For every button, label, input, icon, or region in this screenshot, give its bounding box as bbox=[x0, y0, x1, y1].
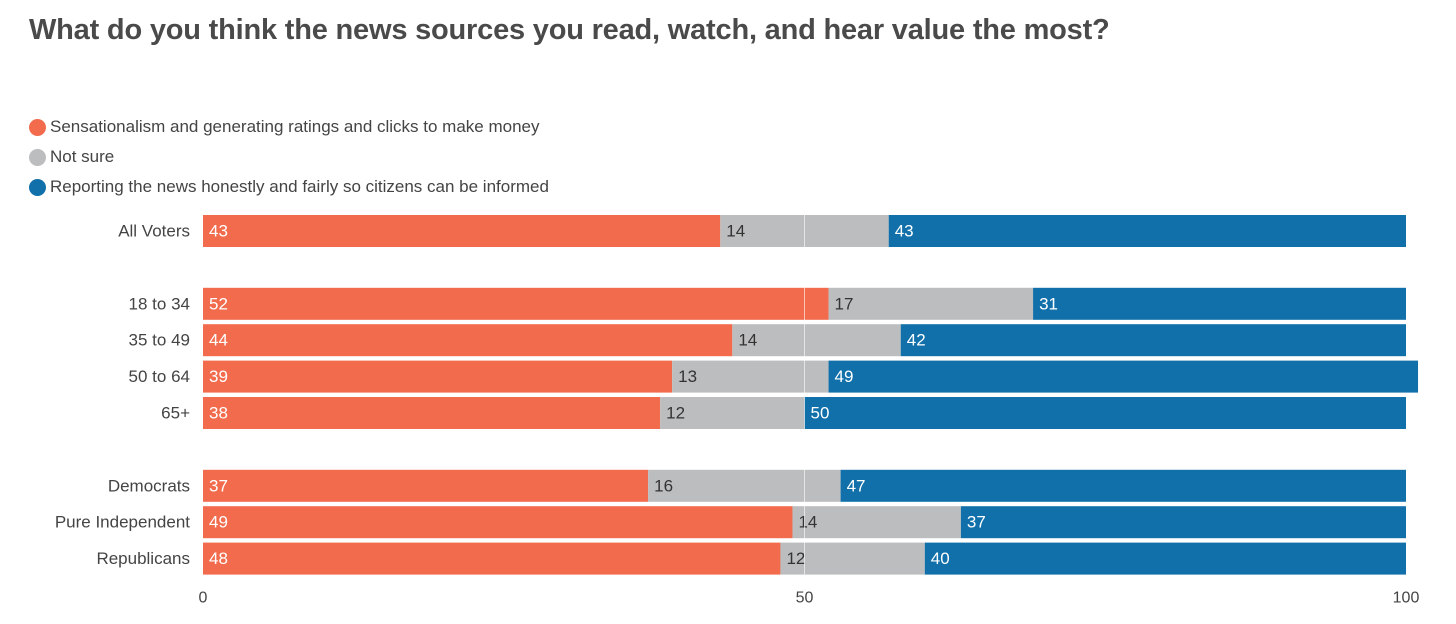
data-label-democrats-s2: 47 bbox=[847, 476, 866, 495]
data-label-35-to-49-s0: 44 bbox=[209, 331, 228, 350]
legend-label-not-sure: Not sure bbox=[50, 147, 115, 166]
legend-item-not-sure: Not sure bbox=[29, 142, 549, 172]
chart-title: What do you think the news sources you r… bbox=[29, 14, 1110, 46]
bar-segment-pure-independent-s0 bbox=[203, 506, 793, 539]
category-label-50-to-64: 50 to 64 bbox=[129, 367, 190, 386]
category-label-35-to-49: 35 to 49 bbox=[129, 331, 190, 350]
bars: 43 14 43 52 17 31 44 14 42 39 13 49 38 12 50 37 16 47 49 14… bbox=[203, 215, 1419, 575]
data-label-all-voters-s1: 14 bbox=[726, 222, 745, 241]
bar-segment-50-to-64-s1 bbox=[672, 360, 829, 393]
bar-segment-all-voters-s0 bbox=[203, 215, 721, 247]
legend-label-reporting: Reporting the news honestly and fairly s… bbox=[50, 177, 549, 196]
data-label-pure-independent-s2: 37 bbox=[967, 513, 986, 532]
category-label-all-voters: All Voters bbox=[118, 222, 190, 241]
data-label-democrats-s1: 16 bbox=[654, 476, 673, 495]
legend-swatch-reporting bbox=[29, 178, 46, 196]
data-label-democrats-s0: 37 bbox=[209, 476, 228, 495]
bar-segment-35-to-49-s0 bbox=[203, 324, 733, 357]
data-label-republicans-s0: 48 bbox=[209, 549, 228, 568]
bar-segment-65-s1 bbox=[660, 397, 805, 429]
bar-segment-18-to-34-s0 bbox=[203, 287, 829, 320]
data-label-pure-independent-s0: 49 bbox=[209, 513, 228, 532]
data-label-35-to-49-s2: 42 bbox=[907, 331, 926, 350]
bar-segment-18-to-34-s1 bbox=[828, 287, 1034, 320]
data-label-republicans-s1: 12 bbox=[786, 549, 805, 568]
data-label-18-to-34-s2: 31 bbox=[1039, 294, 1058, 313]
data-label-35-to-49-s1: 14 bbox=[738, 331, 757, 350]
bar-segment-pure-independent-s2 bbox=[960, 506, 1406, 539]
legend: Sensationalism and generating ratings an… bbox=[29, 112, 549, 202]
bar-segment-35-to-49-s1 bbox=[732, 324, 901, 357]
data-label-65-s0: 38 bbox=[209, 404, 228, 423]
data-label-pure-independent-s1: 14 bbox=[798, 513, 817, 532]
bar-segment-35-to-49-s2 bbox=[900, 324, 1406, 357]
bar-segment-65-s0 bbox=[203, 397, 661, 429]
bar-segment-all-voters-s2 bbox=[888, 215, 1406, 247]
bar-segment-republicans-s2 bbox=[924, 542, 1406, 575]
bar-segment-democrats-s1 bbox=[648, 469, 841, 502]
data-label-50-to-64-s2: 49 bbox=[835, 367, 854, 386]
bar-segment-65-s2 bbox=[804, 397, 1406, 429]
bar-segment-democrats-s0 bbox=[203, 469, 649, 502]
legend-swatch-not-sure bbox=[29, 148, 46, 166]
category-label-republicans: Republicans bbox=[96, 549, 190, 568]
category-label-65: 65+ bbox=[161, 404, 190, 423]
x-tick-label-0: 0 bbox=[199, 590, 208, 607]
legend-item-reporting: Reporting the news honestly and fairly s… bbox=[29, 172, 549, 202]
data-label-republicans-s2: 40 bbox=[931, 549, 950, 568]
bar-segment-pure-independent-s1 bbox=[792, 506, 961, 539]
data-label-65-s2: 50 bbox=[811, 404, 830, 423]
bar-segment-50-to-64-s2 bbox=[828, 360, 1419, 393]
legend-swatch-sensationalism bbox=[29, 118, 46, 136]
bar-segment-18-to-34-s2 bbox=[1033, 287, 1406, 320]
data-label-all-voters-s2: 43 bbox=[895, 222, 914, 241]
bar-segment-democrats-s2 bbox=[840, 469, 1406, 502]
data-label-65-s1: 12 bbox=[666, 404, 685, 423]
category-label-democrats: Democrats bbox=[108, 476, 190, 495]
category-label-pure-independent: Pure Independent bbox=[55, 513, 190, 532]
legend-label-sensationalism: Sensationalism and generating ratings an… bbox=[50, 117, 540, 136]
bar-segment-50-to-64-s0 bbox=[203, 360, 673, 393]
data-label-50-to-64-s0: 39 bbox=[209, 367, 228, 386]
category-label-18-to-34: 18 to 34 bbox=[129, 294, 190, 313]
data-label-all-voters-s0: 43 bbox=[209, 222, 228, 241]
legend-item-sensationalism: Sensationalism and generating ratings an… bbox=[29, 112, 549, 142]
x-tick-label-100: 100 bbox=[1393, 590, 1420, 607]
data-label-50-to-64-s1: 13 bbox=[678, 367, 697, 386]
x-tick-label-50: 50 bbox=[796, 590, 814, 607]
data-label-18-to-34-s1: 17 bbox=[835, 294, 854, 313]
data-label-18-to-34-s0: 52 bbox=[209, 294, 228, 313]
bar-segment-republicans-s0 bbox=[203, 542, 781, 575]
